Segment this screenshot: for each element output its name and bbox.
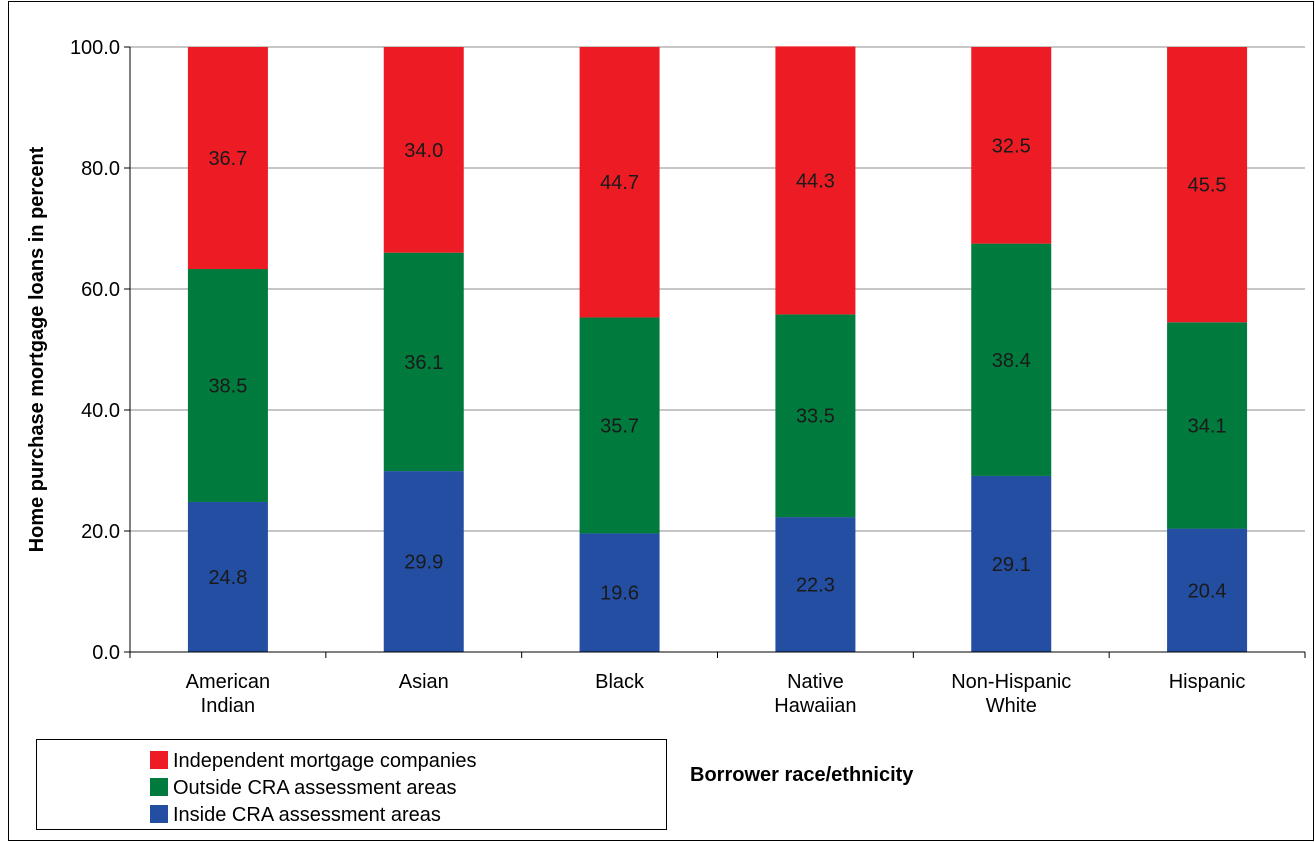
data-label: 34.0 <box>404 140 443 162</box>
bar-segment <box>971 243 1052 476</box>
axes <box>124 46 1306 658</box>
data-label: 32.5 <box>992 135 1031 157</box>
legend-entry: Independent mortgage companies <box>173 750 477 772</box>
legend-swatch <box>150 805 168 823</box>
data-label: 36.1 <box>404 352 443 374</box>
data-label: 24.8 <box>208 567 247 589</box>
category-label: Black <box>595 671 645 693</box>
y-tick-label: 100.0 <box>70 37 120 59</box>
data-label: 33.5 <box>796 406 835 428</box>
bar-segment <box>775 517 856 652</box>
category-label: Asian <box>399 671 449 693</box>
legend-swatch <box>150 778 168 796</box>
bar-segment <box>579 47 660 318</box>
bar-segment <box>187 501 268 652</box>
bar-segment <box>1167 528 1248 652</box>
bar-segment <box>383 471 464 652</box>
data-label: 22.3 <box>796 575 835 597</box>
gridlines <box>130 46 1305 532</box>
data-label: 45.5 <box>1188 175 1227 197</box>
labels: 0.0 20.0 40.0 60.0 80.0 100.0 24.8 38.5 36.7 Amer… <box>26 37 1245 786</box>
y-axis-title: Home purchase mortgage loans in percent <box>26 146 48 552</box>
bar-segment <box>187 269 268 502</box>
bar-segment <box>383 252 464 472</box>
bar-segment <box>775 314 856 518</box>
category-label: Hispanic <box>1169 671 1246 693</box>
legend: Independent mortgage companies Outside CR… <box>36 739 667 830</box>
data-label: 29.1 <box>992 554 1031 576</box>
bar-segment <box>971 47 1052 244</box>
y-tick-label: 20.0 <box>81 521 120 543</box>
bar-segment <box>187 47 268 270</box>
legend-entry: Inside CRA assessment areas <box>173 804 441 826</box>
category-label: Native Hawaiian <box>774 671 856 717</box>
y-tick-label: 40.0 <box>81 400 120 422</box>
y-tick-label: 0.0 <box>92 642 120 664</box>
bar-segment <box>775 46 856 315</box>
data-label: 36.7 <box>208 148 247 170</box>
bars <box>187 46 1248 652</box>
data-label: 38.5 <box>208 375 247 397</box>
category-label: American Indian <box>186 671 270 717</box>
bar-segment <box>579 317 660 534</box>
data-label: 35.7 <box>600 415 639 437</box>
bar-segment <box>971 475 1052 652</box>
data-label: 20.4 <box>1188 580 1227 602</box>
data-label: 34.1 <box>1188 415 1227 437</box>
x-axis-title: Borrower race/ethnicity <box>690 764 914 786</box>
data-label: 19.6 <box>600 583 639 605</box>
bar-segment <box>1167 322 1248 529</box>
category-label: Non-Hispanic White <box>951 671 1071 717</box>
legend-box <box>36 739 667 830</box>
y-tick-label: 80.0 <box>81 158 120 180</box>
legend-entry: Outside CRA assessment areas <box>173 777 456 799</box>
bar-segment <box>383 47 464 253</box>
y-tick-label: 60.0 <box>81 279 120 301</box>
data-label: 44.3 <box>796 170 835 192</box>
data-label: 29.9 <box>404 552 443 574</box>
data-label: 38.4 <box>992 350 1031 372</box>
bar-segment <box>1167 47 1248 323</box>
data-label: 44.7 <box>600 172 639 194</box>
legend-swatch <box>150 751 168 769</box>
bar-segment <box>579 533 660 652</box>
